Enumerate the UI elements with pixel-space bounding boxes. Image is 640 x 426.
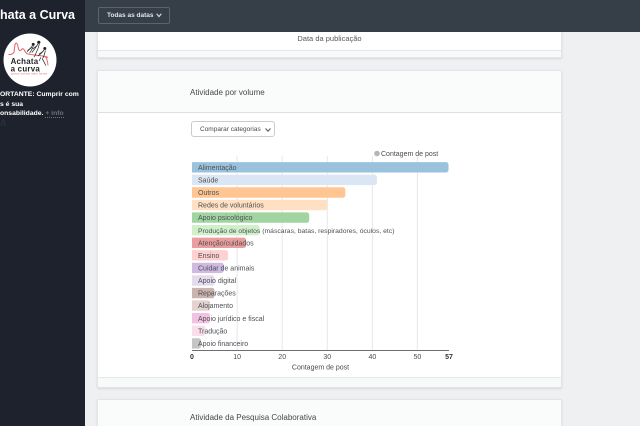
svg-text:Apoio digital: Apoio digital bbox=[198, 278, 237, 285]
svg-text:Apoio jurídico e fiscal: Apoio jurídico e fiscal bbox=[198, 316, 265, 323]
svg-text:Cuidar de animais: Cuidar de animais bbox=[198, 266, 255, 273]
svg-text:Redes de voluntários: Redes de voluntários bbox=[198, 203, 264, 210]
svg-text:Apoio financeiro: Apoio financeiro bbox=[198, 341, 248, 348]
svg-text:Contagem de post: Contagem de post bbox=[381, 151, 438, 158]
svg-text:Reparações: Reparações bbox=[198, 291, 236, 298]
svg-text:Atenção/cuidados: Atenção/cuidados bbox=[198, 240, 254, 247]
svg-text:Ensino: Ensino bbox=[198, 253, 220, 260]
svg-text:Contagem de post: Contagem de post bbox=[292, 365, 349, 372]
svg-text:Saúde: Saúde bbox=[198, 178, 218, 185]
svg-text:Alimentação: Alimentação bbox=[198, 165, 237, 172]
svg-text:57: 57 bbox=[445, 354, 453, 361]
svg-text:40: 40 bbox=[369, 354, 377, 361]
svg-text:10: 10 bbox=[233, 354, 241, 361]
svg-text:Apoio psicológico: Apoio psicológico bbox=[198, 215, 253, 222]
svg-text:juntos contra mais fortes: juntos contra mais fortes bbox=[10, 72, 48, 76]
svg-text:30: 30 bbox=[323, 354, 331, 361]
svg-text:Tradução: Tradução bbox=[198, 328, 227, 335]
svg-text:a curva: a curva bbox=[11, 64, 41, 73]
svg-text:Outros: Outros bbox=[198, 190, 220, 197]
svg-text:Produção de objetos (máscaras,: Produção de objetos (máscaras, batas, re… bbox=[198, 228, 394, 235]
svg-text:0: 0 bbox=[190, 354, 194, 361]
svg-text:Achata: Achata bbox=[11, 57, 39, 66]
svg-text:20: 20 bbox=[278, 354, 286, 361]
svg-text:50: 50 bbox=[414, 354, 422, 361]
svg-text:Alojamento: Alojamento bbox=[198, 303, 233, 310]
